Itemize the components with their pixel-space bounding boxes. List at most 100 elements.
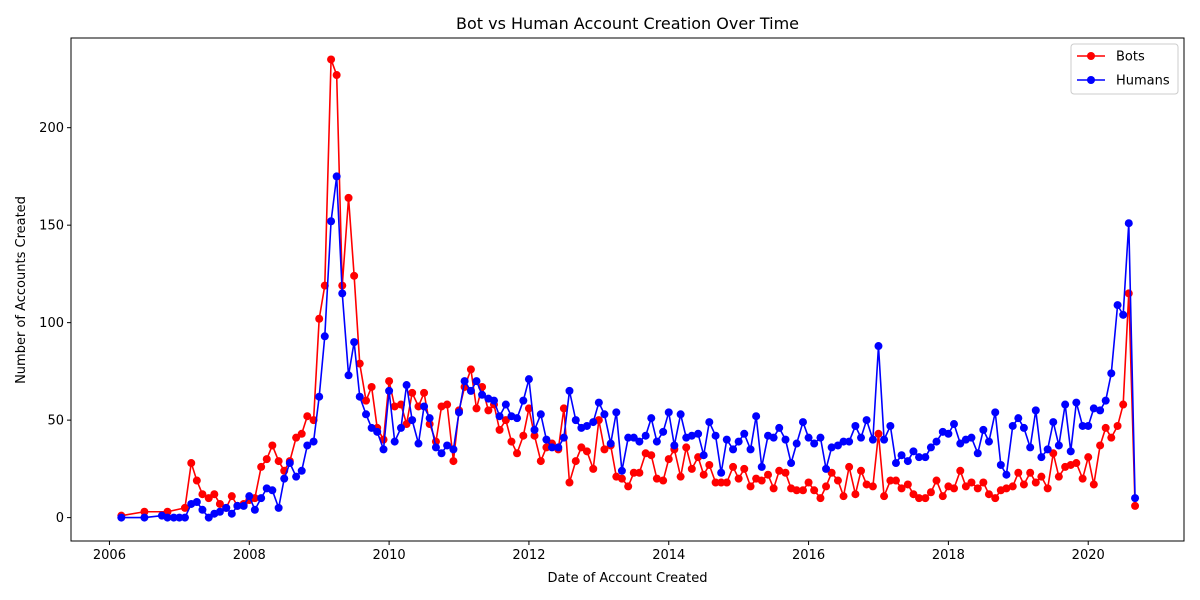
x-tick-label: 2016 (792, 548, 825, 563)
data-point-humans (309, 437, 318, 446)
data-point-humans (659, 427, 668, 436)
data-point-humans (408, 416, 417, 425)
data-point-humans (280, 474, 289, 483)
data-point-bots (1026, 468, 1035, 477)
data-point-bots (530, 431, 539, 440)
data-point-bots (495, 425, 504, 434)
x-tick-label: 2012 (512, 548, 545, 563)
data-point-humans (565, 386, 574, 395)
data-point-bots (816, 494, 825, 503)
data-point-bots (699, 470, 708, 479)
data-point-humans (757, 462, 766, 471)
y-axis-title: Number of Accounts Created (14, 196, 29, 384)
data-point-bots (408, 388, 417, 397)
data-point-humans (559, 433, 568, 442)
data-point-humans (868, 435, 877, 444)
data-point-humans (420, 402, 429, 411)
data-point-bots (903, 480, 912, 489)
data-point-bots (315, 314, 324, 323)
data-point-bots (915, 494, 924, 503)
data-point-bots (851, 490, 860, 499)
data-point-bots (524, 404, 533, 413)
data-point-humans (1061, 400, 1070, 409)
data-point-humans (233, 501, 242, 510)
data-point-humans (717, 468, 726, 477)
legend: Bots Humans (1070, 43, 1179, 95)
data-point-humans (1107, 369, 1116, 378)
data-point-humans (833, 441, 842, 450)
data-point-humans (1101, 396, 1110, 405)
data-point-humans (257, 494, 266, 503)
series-layer (117, 55, 1140, 522)
data-point-humans (478, 390, 487, 399)
data-point-humans (624, 433, 633, 442)
data-point-humans (1014, 414, 1023, 423)
data-point-humans (792, 439, 801, 448)
data-point-bots (635, 468, 644, 477)
data-point-humans (169, 513, 178, 522)
data-point-humans (979, 425, 988, 434)
data-point-humans (822, 464, 831, 473)
data-point-humans (554, 443, 563, 452)
data-point-humans (664, 408, 673, 417)
data-point-humans (117, 513, 126, 522)
data-point-bots (507, 437, 516, 446)
data-point-humans (722, 435, 731, 444)
data-point-bots (577, 443, 586, 452)
data-point-bots (764, 470, 773, 479)
y-tick-label: 50 (47, 414, 64, 429)
data-point-humans (880, 435, 889, 444)
data-point-humans (1113, 301, 1122, 310)
data-point-humans (396, 423, 405, 432)
data-point-bots (402, 420, 411, 429)
data-point-humans (676, 410, 685, 419)
data-point-bots (1043, 484, 1052, 493)
data-point-humans (303, 441, 312, 450)
data-point-humans (996, 460, 1005, 469)
data-point-humans (1096, 406, 1105, 415)
data-point-bots (1002, 484, 1011, 493)
data-point-bots (484, 406, 493, 415)
data-point-humans (641, 431, 650, 440)
data-point-bots (1113, 421, 1122, 430)
data-point-bots (909, 490, 918, 499)
data-point-humans (594, 398, 603, 407)
plot-area: 2006 2008 2010 2012 2014 2016 2018 2020 0 50 100 1… (39, 37, 1185, 563)
data-point-humans (297, 466, 306, 475)
data-point-humans (810, 439, 819, 448)
data-point-bots (956, 466, 965, 475)
data-point-bots (652, 474, 661, 483)
legend-entries: Bots Humans (1077, 50, 1170, 89)
data-point-bots (810, 486, 819, 495)
x-tick-label: 2014 (652, 548, 685, 563)
x-axis-title: Date of Account Created (548, 571, 708, 586)
data-point-humans (915, 453, 924, 462)
data-point-humans (530, 425, 539, 434)
data-point-humans (431, 443, 440, 452)
data-point-humans (460, 377, 469, 386)
data-point-bots (687, 464, 696, 473)
data-point-bots (664, 455, 673, 464)
data-point-humans (501, 400, 510, 409)
data-point-bots (1096, 441, 1105, 450)
data-point-humans (373, 427, 382, 436)
data-point-humans (245, 492, 254, 501)
data-point-humans (582, 421, 591, 430)
data-point-bots (198, 490, 207, 499)
data-point-humans (612, 408, 621, 417)
data-point-humans (344, 371, 353, 380)
data-point-bots (1084, 453, 1093, 462)
data-point-humans (274, 503, 283, 512)
y-tick-label: 100 (39, 316, 64, 331)
data-point-humans (362, 410, 371, 419)
data-point-humans (845, 437, 854, 446)
data-point-humans (839, 437, 848, 446)
data-point-humans (1072, 398, 1081, 407)
data-point-humans (670, 441, 679, 450)
data-point-bots (303, 412, 312, 421)
data-point-bots (845, 462, 854, 471)
data-point-bots (804, 478, 813, 487)
data-point-bots (513, 449, 522, 458)
data-point-bots (991, 494, 1000, 503)
